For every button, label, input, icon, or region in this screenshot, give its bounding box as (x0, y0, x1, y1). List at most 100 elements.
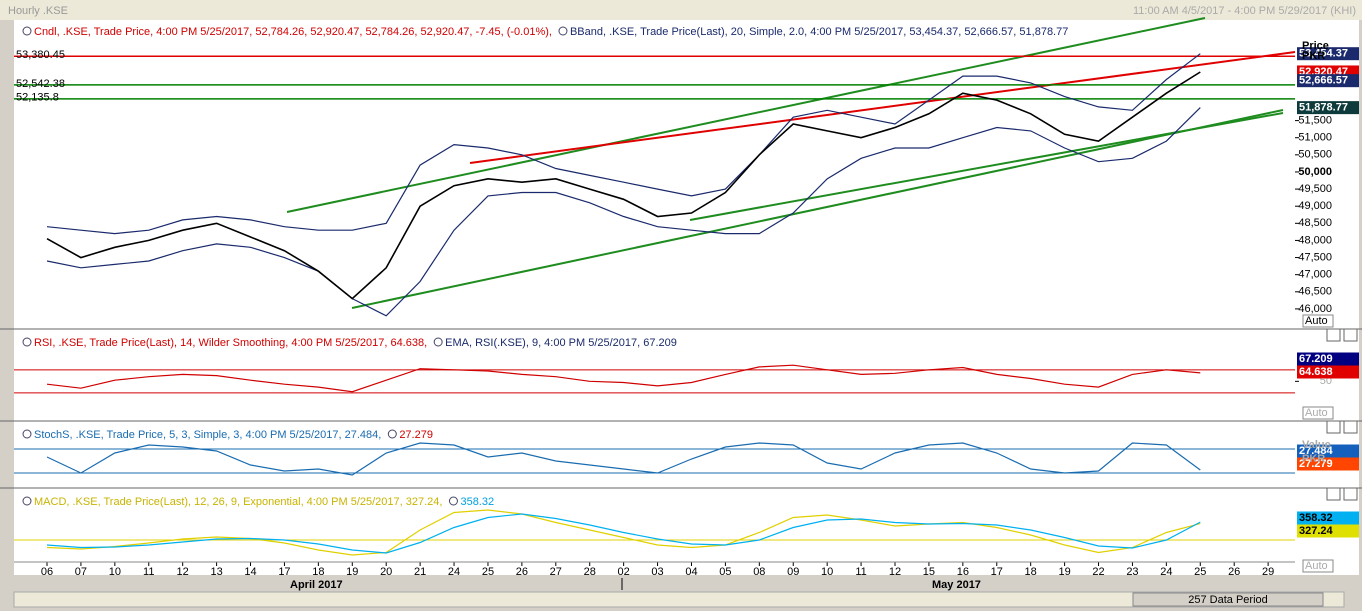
x-tick-label: 12 (889, 566, 901, 578)
x-tick-label: 04 (685, 566, 697, 578)
x-tick-label: 26 (1228, 566, 1240, 578)
legend-text: EMA, RSI(.KSE), 9, 4:00 PM 5/25/2017, 67… (445, 337, 677, 349)
x-tick-label: 07 (75, 566, 87, 578)
legend-text: StochS, .KSE, Trade Price, 5, 3, Simple,… (34, 429, 381, 441)
legend-icon (433, 337, 443, 347)
legend-text: BBand, .KSE, Trade Price(Last), 20, Simp… (570, 26, 1068, 38)
x-tick-label: 11 (143, 566, 154, 578)
series-line (46, 53, 1201, 235)
x-tick-label: 19 (346, 566, 358, 578)
x-tick-label: 09 (787, 566, 799, 578)
panel-button[interactable] (1326, 487, 1341, 501)
y-tick-label: 51,000 (1298, 132, 1332, 144)
series-line (46, 509, 1201, 556)
time-range: 11:00 AM 4/5/2017 - 4:00 PM 5/29/2017 (K… (1133, 5, 1356, 17)
value-box-label: 64.638 (1299, 366, 1333, 378)
panel-button[interactable] (1343, 420, 1358, 434)
value-box (1297, 47, 1359, 61)
legend-icon (387, 429, 397, 439)
axis-title: Value (1302, 439, 1331, 451)
auto-label: Auto (1305, 315, 1328, 327)
value-box (1297, 74, 1359, 88)
panel-button[interactable] (1326, 328, 1341, 342)
x-tick-label: 21 (414, 566, 426, 578)
month-label: May 2017 (932, 579, 981, 591)
value-box (1297, 352, 1359, 366)
data-period: 257 Data Period (1188, 594, 1268, 606)
y-tick-label: 48,500 (1298, 217, 1332, 229)
x-tick-label: 15 (923, 566, 935, 578)
x-tick-label: 29 (1262, 566, 1274, 578)
x-tick-label: 12 (177, 566, 189, 578)
x-tick-label: 26 (516, 566, 528, 578)
x-tick-label: 25 (482, 566, 494, 578)
y-tick-label: 49,000 (1298, 200, 1332, 212)
value-box (1297, 524, 1359, 538)
panel-button[interactable] (1343, 487, 1358, 501)
x-tick-label: 02 (618, 566, 630, 578)
legend-text: 358.32 (460, 496, 494, 508)
y-tick-label: 50,500 (1298, 149, 1332, 161)
value-box-label: 53,454.37 (1299, 48, 1348, 60)
axis-unit: PKR (1302, 50, 1325, 62)
auto-button[interactable] (1302, 406, 1334, 420)
panel-button[interactable] (1326, 420, 1341, 434)
value-box-label: 27.279 (1299, 458, 1333, 470)
value-box-label: 52,666.57 (1299, 75, 1348, 87)
x-tick-label: 28 (584, 566, 596, 578)
value-box-label: 358.32 (1299, 512, 1333, 524)
x-tick-label: 23 (1126, 566, 1138, 578)
y-tick-label: 46,500 (1298, 286, 1332, 298)
value-box (1297, 444, 1359, 458)
value-box-label: 51,878.77 (1299, 102, 1348, 114)
series-line (46, 364, 1201, 393)
level-label: 53,380.45 (16, 49, 65, 61)
auto-button[interactable] (1302, 314, 1334, 328)
y-tick-label: 51,500 (1298, 115, 1332, 127)
trend-lines (286, 17, 1284, 309)
x-tick-label: 24 (1160, 566, 1172, 578)
x-tick-label: 16 (957, 566, 969, 578)
value-box (1297, 511, 1359, 525)
x-tick-label: 06 (41, 566, 53, 578)
x-tick-label: 10 (821, 566, 833, 578)
series-line (46, 513, 1201, 554)
x-tick-label: 17 (278, 566, 290, 578)
x-tick-label: 24 (448, 566, 460, 578)
level-label: 52,135.8 (16, 92, 59, 104)
legend-icon (22, 429, 32, 439)
legend-icon (22, 496, 32, 506)
panel-button[interactable] (1343, 328, 1358, 342)
window-title: Hourly .KSE (8, 5, 68, 17)
value-box-label: 27.484 (1299, 445, 1334, 457)
month-label: April 2017 (290, 579, 343, 591)
auto-button[interactable] (1302, 559, 1334, 573)
y-tick-label: 48,000 (1298, 234, 1332, 246)
legend-text: Cndl, .KSE, Trade Price, 4:00 PM 5/25/20… (34, 26, 552, 38)
value-box (1297, 365, 1359, 379)
x-tick-label: 27 (550, 566, 562, 578)
x-tick-label: 11 (855, 566, 866, 578)
series-line (46, 107, 1201, 317)
legend-text: 27.279 (399, 429, 433, 441)
x-tick-label: 17 (991, 566, 1003, 578)
level-label: 52,542.38 (16, 78, 65, 90)
scrollbar[interactable] (13, 591, 1345, 608)
legend-icon (558, 26, 568, 36)
x-tick-label: 18 (1025, 566, 1037, 578)
scroll-thumb[interactable] (1132, 592, 1324, 607)
y-tick-label: 46,000 (1298, 303, 1332, 315)
legend-icon (22, 26, 32, 36)
y-tick-label: 49,500 (1298, 183, 1332, 195)
red-trend-line (469, 51, 1296, 164)
legend-text: MACD, .KSE, Trade Price(Last), 12, 26, 9… (34, 496, 442, 508)
legend-text: RSI, .KSE, Trade Price(Last), 14, Wilder… (34, 337, 427, 349)
y-tick-label: 47,000 (1298, 269, 1332, 281)
title-bar (0, 0, 1362, 20)
axis-title: Price (1302, 40, 1329, 52)
auto-label: Auto (1305, 407, 1328, 419)
x-tick-label: 14 (244, 566, 256, 578)
legend-icon (448, 496, 458, 506)
legend-icon (22, 337, 32, 347)
